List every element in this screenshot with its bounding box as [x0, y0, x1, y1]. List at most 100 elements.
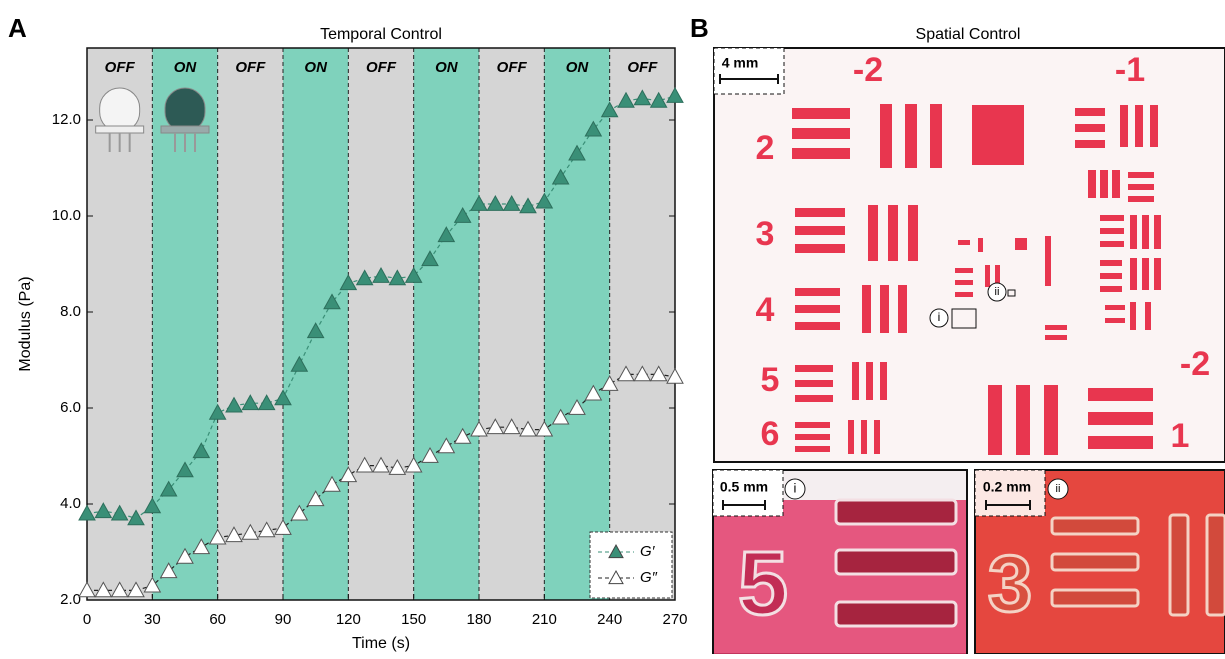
- scale-box: [713, 47, 785, 95]
- legend: [589, 531, 673, 599]
- inset-circle: [784, 478, 806, 500]
- x-tick-label: 180: [466, 611, 491, 628]
- band-label: ON: [566, 59, 590, 76]
- x-axis-label: Time (s): [352, 635, 410, 652]
- scale-box: [712, 469, 784, 517]
- band-label: OFF: [105, 59, 136, 76]
- data-point: [257, 521, 276, 538]
- data-point: [306, 490, 325, 507]
- plot-area: OFF ON OFF ON OFF ON OFF ON OFF 2.0 4.0 6.0 8.0 10.0 1…: [52, 47, 688, 628]
- inset-label: i: [794, 480, 797, 495]
- chart-title: Temporal Control: [320, 26, 442, 43]
- callout-label: i: [938, 310, 941, 324]
- data-point: [94, 581, 113, 598]
- y-tick-label: 8.0: [60, 303, 81, 320]
- data-point: [519, 420, 537, 437]
- data-point: [127, 509, 145, 526]
- data-point: [551, 168, 570, 185]
- y-tick-label: 10.0: [52, 207, 81, 224]
- data-point: [241, 394, 260, 411]
- data-point: [437, 437, 456, 454]
- band-label: OFF: [235, 59, 266, 76]
- legend-label: G″: [640, 569, 658, 586]
- data-point: [388, 458, 407, 475]
- band-label: ON: [435, 59, 459, 76]
- data-point: [600, 101, 619, 118]
- data-point: [666, 367, 684, 384]
- led-icon: [95, 125, 145, 134]
- data-point: [568, 144, 586, 161]
- data-point: [372, 266, 390, 283]
- panel-label: B: [690, 13, 709, 43]
- inset-glyph: 5: [738, 534, 788, 634]
- callout-box: [951, 308, 977, 329]
- data-point: [551, 408, 570, 425]
- scale-bar: [985, 500, 1031, 510]
- band: [609, 48, 675, 600]
- x-tick-label: 90: [275, 611, 292, 628]
- group-labels: -2 -1 2 3 4 5 6 -2 1: [756, 51, 1211, 455]
- data-point: [437, 226, 456, 243]
- group-label: 6: [761, 415, 780, 453]
- inset-bars: [834, 498, 958, 628]
- data-point: [486, 418, 505, 435]
- data-point: [649, 91, 668, 108]
- band: [544, 48, 610, 600]
- band-label: OFF: [497, 59, 528, 76]
- data-point: [502, 194, 521, 211]
- data-point: [355, 269, 374, 286]
- data-point: [617, 91, 635, 108]
- data-point: [633, 365, 652, 382]
- y-tick-label: 4.0: [60, 495, 81, 512]
- band: [348, 48, 414, 600]
- x-tick-label: 120: [336, 611, 361, 628]
- data-point: [306, 322, 325, 339]
- inset-stain: [714, 500, 966, 654]
- data-point: [617, 365, 635, 382]
- data-point: [519, 197, 537, 214]
- data-point: [110, 581, 129, 598]
- band-label: ON: [174, 59, 198, 76]
- data-point: [257, 394, 276, 411]
- band-label: ON: [304, 59, 328, 76]
- x-tick-label: 210: [532, 611, 557, 628]
- data-point: [486, 194, 505, 211]
- inset-circle: [1047, 478, 1069, 500]
- data-point: [404, 266, 423, 283]
- x-tick-label: 60: [209, 611, 226, 628]
- scale-bar-label: 0.2 mm: [983, 479, 1031, 495]
- data-point: [372, 456, 390, 473]
- callout-circle: [929, 308, 949, 328]
- data-point: [649, 365, 668, 382]
- group-label: 4: [756, 291, 775, 329]
- led-icon: [160, 125, 210, 134]
- callout-label: ii: [995, 286, 1000, 298]
- scale-bar: [722, 500, 766, 510]
- data-point: [176, 461, 194, 478]
- scale-bar-label: 0.5 mm: [720, 479, 768, 495]
- data-point: [633, 89, 652, 106]
- data-point: [208, 528, 227, 545]
- data-point: [470, 420, 488, 437]
- callout-box: [1007, 289, 1016, 297]
- group-label: -2: [853, 51, 883, 89]
- data-point: [208, 403, 227, 420]
- panel-label: A: [8, 13, 27, 43]
- data-point: [192, 538, 211, 555]
- data-point: [600, 374, 619, 391]
- data-point: [584, 384, 603, 401]
- data-point: [78, 581, 96, 598]
- led-icon: [164, 87, 206, 133]
- data-point: [535, 420, 554, 437]
- data-point: [127, 581, 145, 598]
- data-point: [290, 504, 309, 521]
- band-label: OFF: [366, 59, 397, 76]
- data-point: [502, 418, 521, 435]
- data-point: [241, 523, 260, 540]
- data-point: [453, 206, 472, 223]
- data-point: [584, 120, 603, 137]
- led-icon: [99, 87, 141, 133]
- scale-bar: [719, 74, 779, 84]
- group-label: -2: [1180, 345, 1210, 383]
